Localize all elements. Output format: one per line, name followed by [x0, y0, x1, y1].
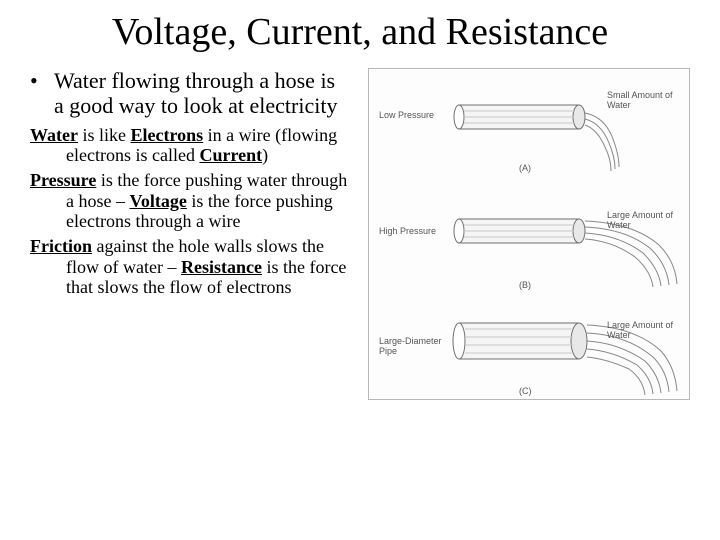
- body-row: • Water flowing through a hose is a good…: [30, 68, 690, 400]
- txt: is like: [78, 125, 131, 145]
- tag-a: (A): [519, 164, 531, 174]
- term-voltage: Voltage: [129, 191, 186, 211]
- label-a-left: Low Pressure: [379, 111, 434, 121]
- txt: ): [262, 145, 268, 165]
- diagram-column: Low Pressure Small Amount of Water (A) H…: [368, 68, 690, 400]
- label-b-right: Large Amount of Water: [607, 211, 677, 231]
- text-column: • Water flowing through a hose is a good…: [30, 68, 350, 400]
- bullet-text: Water flowing through a hose is a good w…: [54, 68, 350, 119]
- definition-friction: Friction against the hole walls slows th…: [30, 236, 350, 298]
- term-current: Current: [199, 145, 262, 165]
- term-resistance: Resistance: [181, 257, 262, 277]
- main-bullet: • Water flowing through a hose is a good…: [30, 68, 350, 119]
- definition-water: Water is like Electrons in a wire (flowi…: [30, 125, 350, 166]
- label-a-right: Small Amount of Water: [607, 91, 677, 111]
- term-pressure: Pressure: [30, 170, 96, 190]
- term-water: Water: [30, 125, 78, 145]
- slide-title: Voltage, Current, and Resistance: [30, 10, 690, 54]
- slide: Voltage, Current, and Resistance • Water…: [0, 0, 720, 540]
- label-c-left: Large-Diameter Pipe: [379, 337, 459, 357]
- tag-c: (C): [519, 387, 532, 397]
- term-friction: Friction: [30, 236, 92, 256]
- label-b-left: High Pressure: [379, 227, 436, 237]
- label-c-right: Large Amount of Water: [607, 321, 677, 341]
- term-electrons: Electrons: [130, 125, 203, 145]
- section-a: [454, 105, 619, 171]
- definition-pressure: Pressure is the force pushing water thro…: [30, 170, 350, 232]
- pipe-diagram: Low Pressure Small Amount of Water (A) H…: [368, 68, 690, 400]
- bullet-dot: •: [30, 68, 54, 119]
- tag-b: (B): [519, 281, 531, 291]
